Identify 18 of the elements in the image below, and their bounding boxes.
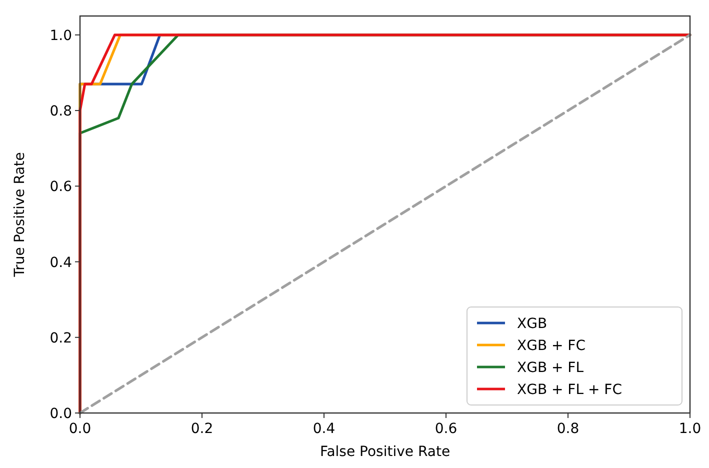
y-axis-title: True Positive Rate <box>12 152 28 278</box>
y-tick-label: 1.0 <box>50 28 72 44</box>
x-tick-label: 0.8 <box>556 421 580 437</box>
y-tick-label: 0.4 <box>50 254 72 271</box>
y-tick-label: 0.6 <box>50 179 72 196</box>
x-tick-label: 0.6 <box>434 421 458 437</box>
legend-label: XGB + FC <box>517 338 586 354</box>
y-tick-label: 0.2 <box>50 330 72 346</box>
y-tick-label: 0.0 <box>50 406 72 422</box>
x-tick-label: 0.2 <box>190 421 214 437</box>
x-axis-title: False Positive Rate <box>320 444 450 460</box>
x-tick-label: 1.0 <box>678 421 702 437</box>
legend-label: XGB <box>517 316 548 332</box>
y-tick-label: 0.8 <box>50 104 72 120</box>
legend-label: XGB + FL + FC <box>517 382 622 398</box>
legend-label: XGB + FL <box>517 360 584 376</box>
x-tick-label: 0.4 <box>312 421 336 437</box>
x-tick-label: 0.0 <box>68 421 92 437</box>
